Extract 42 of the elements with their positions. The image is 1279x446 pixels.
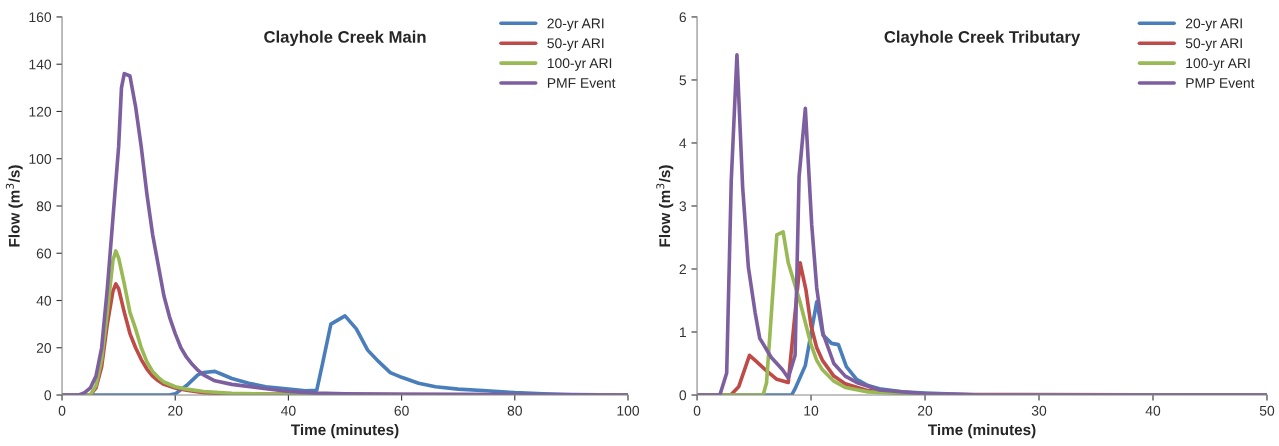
legend-label: 50-yr ARI [547,38,604,51]
y-axis-title: Flow (m$^{3}$/s) [656,165,674,247]
x-axis-title: Time (minutes) [928,423,1036,439]
y-tick-label: 20 [36,343,52,353]
y-tick-label: 2 [679,264,686,275]
y-tick-label: 140 [29,59,52,70]
y-tick-label: 4 [679,138,687,149]
y-tick-label: 5 [679,75,687,86]
x-tick-label: 10 [804,405,819,416]
x-axis-title: Time (minutes) [290,423,399,439]
x-tick-label: 0 [58,405,66,416]
text: Clayhole Creek Tributary [884,30,1081,47]
y-tick-label: 80 [36,201,52,212]
x-tick-label: 80 [507,405,522,416]
y-tick-label: 60 [36,248,52,259]
y-tick-label: 0 [679,390,687,401]
text: Clayhole Creek Main [264,30,426,47]
legend-label: 20-yr ARI [1185,18,1242,32]
legend-label: 20-yr ARI [547,18,604,32]
y-tick-label: 120 [29,106,52,117]
y-tick-label: 3 [679,201,687,212]
x-tick-label: 60 [394,405,409,416]
x-tick-label: 20 [918,405,933,416]
legend-label: 100-yr ARI [547,58,612,71]
legend-label: 50-yr ARI [1185,38,1242,51]
legend-label: PMP Event [1186,78,1255,88]
y-axis-title: Flow (m$^{3}$/s) [5,165,23,247]
y-tick-label: 100 [29,154,52,164]
y-tick-label: 40 [36,295,52,306]
x-tick-label: 40 [281,405,296,416]
x-tick-label: 30 [1031,405,1047,416]
x-tick-label: 100 [617,405,640,416]
x-tick-label: 20 [168,405,183,416]
x-tick-label: 0 [693,405,701,416]
y-tick-label: 0 [44,390,52,401]
y-tick-label: 6 [679,12,687,23]
legend-label: PMF Event [547,78,616,88]
x-tick-label: 40 [1145,405,1161,416]
y-tick-label: 1 [679,327,686,338]
legend-label: 100-yr ARI [1186,58,1250,71]
y-tick-label: 160 [29,12,52,23]
x-tick-label: 50 [1259,405,1275,416]
